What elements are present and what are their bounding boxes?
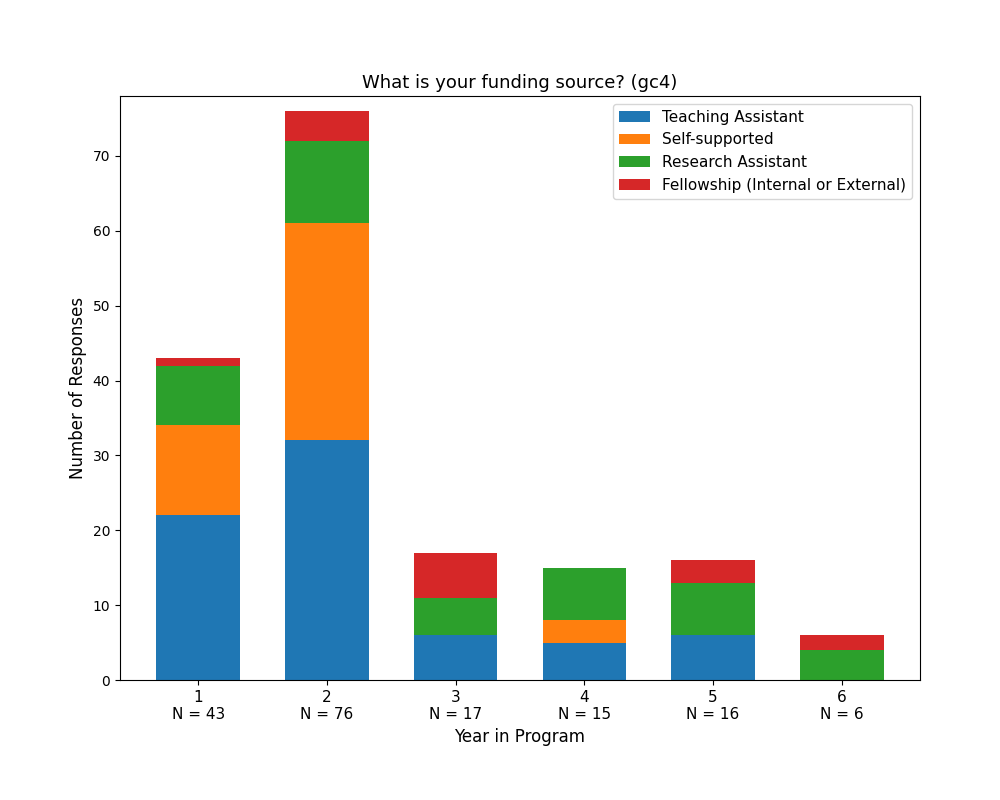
Bar xyxy=(156,366,240,426)
Y-axis label: Number of Responses: Number of Responses xyxy=(69,297,87,479)
Bar xyxy=(156,515,240,680)
Bar xyxy=(543,568,626,620)
Bar xyxy=(800,650,884,680)
Bar xyxy=(414,598,497,635)
Bar xyxy=(156,358,240,366)
Bar xyxy=(800,635,884,650)
Legend: Teaching Assistant, Self-supported, Research Assistant, Fellowship (Internal or : Teaching Assistant, Self-supported, Rese… xyxy=(613,104,912,198)
Title: What is your funding source? (gc4): What is your funding source? (gc4) xyxy=(362,74,678,92)
Bar xyxy=(671,582,755,635)
Bar xyxy=(414,553,497,598)
Bar xyxy=(543,620,626,642)
Bar xyxy=(156,426,240,515)
Bar xyxy=(285,111,369,141)
Bar xyxy=(414,635,497,680)
X-axis label: Year in Program: Year in Program xyxy=(454,728,586,746)
Bar xyxy=(543,642,626,680)
Bar xyxy=(285,223,369,441)
Bar xyxy=(285,141,369,223)
Bar xyxy=(671,635,755,680)
Bar xyxy=(671,560,755,582)
Bar xyxy=(285,441,369,680)
